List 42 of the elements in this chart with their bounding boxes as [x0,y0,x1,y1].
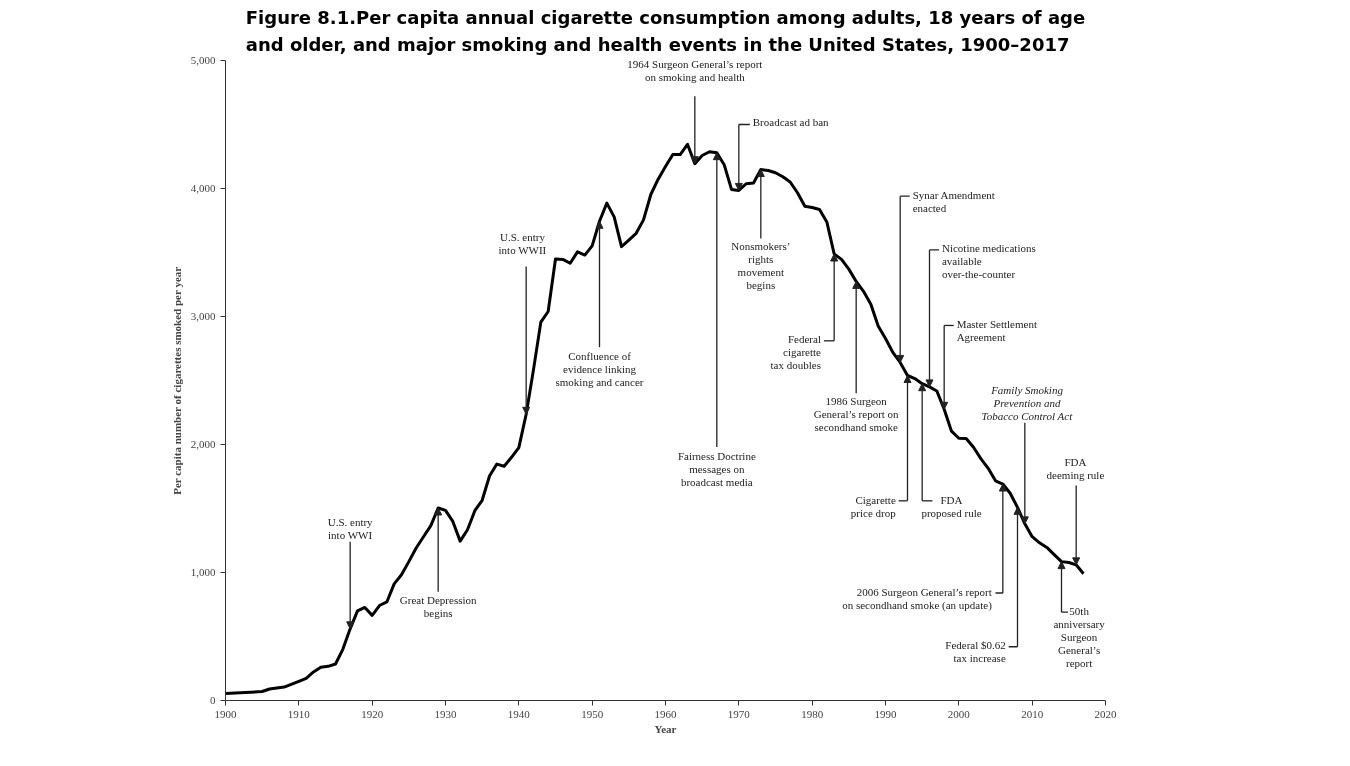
annotation: Synar Amendment enacted [912,188,995,214]
x-tick-label: 2020 [1094,707,1117,720]
x-axis-title: Year [654,722,677,735]
x-tick-label: 2000 [947,707,971,720]
y-tick-label: 0 [210,694,216,706]
x-tick-label: 1950 [581,707,604,720]
annotation: 1986 Surgeon General’s report on secondhand smoke [813,394,900,433]
y-tick-label: 1,000 [190,566,216,578]
annotation: Broadcast ad ban [752,115,830,128]
y-tick-label: 3,000 [190,310,216,322]
annotation: Great Depression begins [399,594,477,620]
annotation: 2006 Surgeon General’s report on secondhand smoke (an update) [842,585,993,612]
annotation: Fairness Doctrine messages on broadcast media [677,449,756,488]
x-tick-label: 1990 [874,707,897,720]
x-tick-label: 1960 [654,707,677,720]
annotation: 1964 Surgeon General’s report on smoking and health [627,57,763,83]
y-tick-label: 2,000 [190,438,216,450]
annotation: U.S. entry into WWII [498,230,547,256]
annotation: Master Settlement Agreement [956,317,1037,343]
x-tick-label: 1920 [361,707,384,720]
annotation: Family Smoking Prevention and Tobacco Control Act [981,384,1074,423]
annotation: FDA proposed rule [921,494,982,520]
y-axis-title: Per capita number of cigarettes smoked per year [170,266,183,495]
x-tick-label: 2010 [1021,707,1044,720]
annotation: Federal cigarette tax doubles [770,333,822,372]
annotation: U.S. entry into WWI [327,516,374,542]
annotation: FDA deeming rule [1046,456,1105,482]
annotation: Cigarette price drop [850,494,897,520]
x-tick-label: 1980 [801,707,824,720]
x-tick-label: 1940 [507,707,531,720]
annotation: Confluence of evidence linking smoking and cancer [555,349,644,388]
x-tick-label: 1930 [434,707,457,720]
annotation: Nicotine medications available over-the-counter [941,242,1036,281]
annotation: Nonsmokers’ rights movement begins [731,239,791,291]
annotation: Federal $0.62 tax increase [945,639,1006,665]
y-tick-label: 4,000 [190,182,216,194]
annotation: 50th anniversary Surgeon General’s report [1053,604,1106,669]
chart-title: Figure 8.1.Per capita annual cigarette consumption among adults, 18 years of age and older, and major smoking and health events in the United States, 1900–2017 [245,7,1086,56]
x-tick-label: 1910 [287,707,311,720]
y-tick-label: 5,000 [190,54,216,66]
x-tick-label: 1900 [214,707,237,720]
x-tick-label: 1970 [727,707,751,720]
